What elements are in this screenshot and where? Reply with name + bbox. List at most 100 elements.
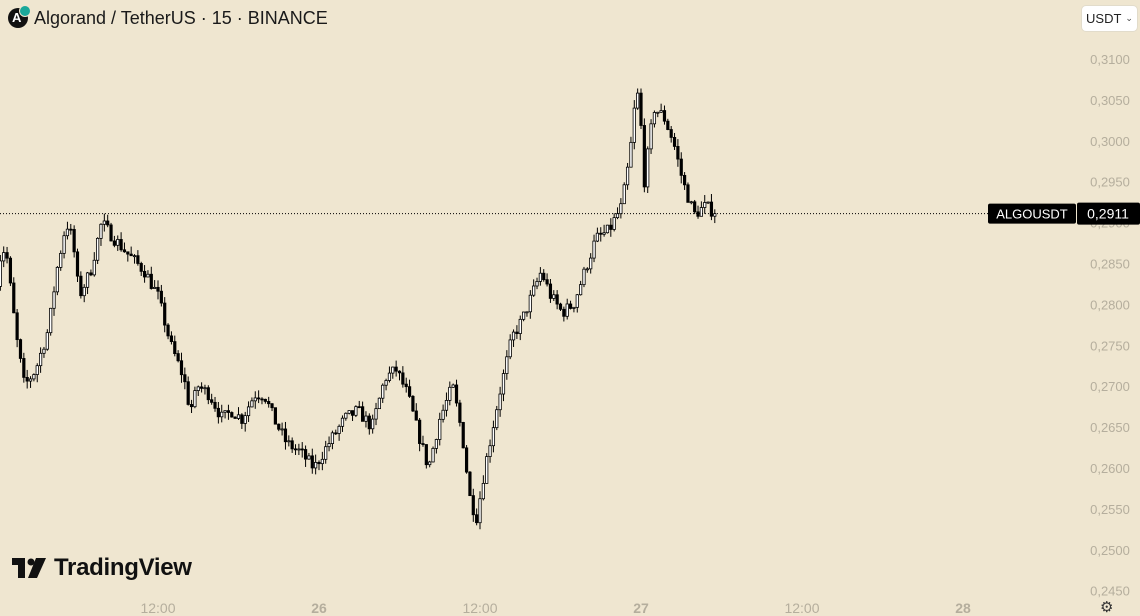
candle-body: [334, 432, 338, 435]
candle-body: [45, 332, 49, 350]
candle-body: [639, 92, 643, 126]
candle-body: [625, 166, 630, 186]
candle-body: [28, 378, 33, 382]
candle-body: [149, 273, 153, 289]
candle-body: [263, 398, 267, 402]
candle-body: [374, 408, 378, 420]
candle-body: [233, 416, 237, 419]
candle-body: [662, 110, 667, 122]
candle-body: [699, 207, 703, 217]
candle-body: [646, 148, 650, 188]
candle-body: [478, 498, 482, 524]
candle-body: [391, 366, 395, 374]
chevron-down-icon: ⌄: [1125, 13, 1133, 23]
candle-body: [226, 410, 231, 413]
candle-body: [552, 294, 556, 299]
candle-body: [223, 410, 227, 413]
candle-body: [267, 401, 271, 405]
candle-body: [528, 294, 532, 313]
candle-body: [122, 249, 127, 253]
candle-body: [518, 318, 522, 334]
candle-body: [153, 286, 157, 289]
candle-body: [230, 412, 234, 418]
candle-body: [636, 92, 640, 109]
candle-body: [196, 386, 200, 391]
candle-body: [693, 201, 697, 213]
candle-body: [39, 352, 43, 367]
candle-body: [340, 417, 345, 427]
price-tick-label: 0,3100: [1090, 52, 1130, 67]
candle-body: [119, 239, 123, 251]
candle-body: [488, 445, 492, 457]
currency-label: USDT: [1086, 11, 1122, 26]
candle-body: [612, 217, 616, 230]
candle-body: [179, 360, 184, 376]
candle-body: [602, 232, 606, 235]
currency-selector-button[interactable]: USDT ⌄: [1081, 5, 1138, 32]
candle-body: [186, 381, 190, 405]
candle-body: [666, 120, 670, 130]
candle-body: [246, 406, 251, 417]
candle-body: [132, 255, 137, 258]
candle-body: [371, 418, 375, 430]
price-axis: 0,31000,30500,30000,29500,29000,28500,28…: [1090, 52, 1130, 599]
candle-body: [706, 201, 710, 204]
candle-body: [367, 415, 371, 430]
candle-body: [314, 461, 318, 469]
candle-body: [283, 428, 288, 443]
candle-body: [59, 252, 63, 268]
candle-body: [468, 471, 472, 497]
candle-body: [166, 324, 170, 337]
candle-body: [361, 406, 365, 422]
candle-body: [300, 448, 304, 451]
candle-body: [481, 482, 485, 500]
candle-body: [55, 266, 59, 293]
candle-body: [411, 395, 415, 412]
tradingview-wordmark: TradingView: [54, 554, 192, 581]
candle-body: [438, 418, 442, 440]
candle-body: [589, 257, 593, 270]
chart-title: Algorand / TetherUS · 15 · BINANCE: [34, 7, 328, 28]
candle-body: [49, 307, 53, 334]
candle-body: [25, 376, 29, 382]
candle-body: [92, 259, 96, 276]
candle-body: [441, 409, 445, 420]
candle-body: [213, 401, 217, 409]
candle-body: [22, 358, 26, 378]
time-tick-label: 27: [633, 600, 649, 615]
candle-body: [173, 341, 177, 354]
last-price-tag: ALGOUSDT 0,2911: [988, 202, 1140, 225]
candle-body: [485, 456, 489, 484]
candle-body: [508, 339, 512, 358]
candle-body: [206, 387, 210, 401]
price-tick-label: 0,3000: [1090, 134, 1130, 149]
candle-body: [42, 348, 46, 354]
time-tick-label: 26: [311, 600, 327, 615]
gear-icon[interactable]: ⚙: [1100, 599, 1114, 616]
candle-body: [669, 129, 673, 138]
tradingview-logo[interactable]: TradingView: [12, 554, 192, 582]
candle-body: [89, 272, 93, 276]
candle-body: [686, 184, 690, 203]
candle-body: [216, 407, 220, 418]
candle-body: [542, 272, 546, 281]
candle-body: [421, 443, 425, 445]
candle-body: [176, 353, 180, 362]
candle-body: [555, 294, 559, 305]
candle-body: [407, 386, 412, 397]
candle-body: [511, 331, 516, 341]
tradingview-logo-icon: [12, 558, 46, 578]
candle-body: [458, 402, 462, 423]
time-tick-label: 12:00: [784, 600, 819, 615]
candle-body: [575, 294, 579, 308]
candle-body: [401, 372, 405, 385]
time-tick-label: 12:00: [140, 600, 175, 615]
candle-body: [253, 397, 257, 402]
candle-body: [75, 251, 80, 277]
candle-body: [689, 201, 693, 204]
price-tick-label: 0,2650: [1090, 420, 1130, 435]
candle-body: [461, 422, 465, 449]
candle-body: [629, 141, 633, 168]
candle-body: [632, 107, 636, 143]
